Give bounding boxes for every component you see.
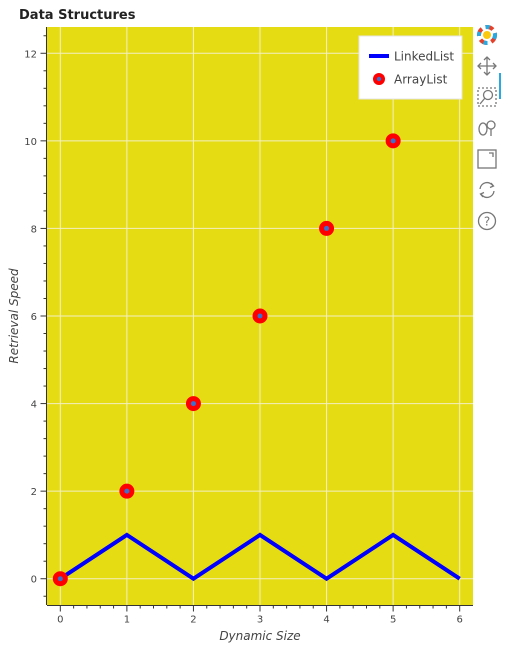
bokeh-logo-icon[interactable] (474, 22, 500, 48)
series-line-LinkedList (59, 532, 461, 582)
y-axis-label: Retrieval Speed (7, 268, 21, 364)
y-tick-label: 8 (31, 224, 37, 235)
y-tick-label: 2 (31, 487, 37, 498)
x-tick-label: 5 (390, 615, 396, 626)
x-tick-label: 3 (257, 615, 263, 626)
x-tick-label: 4 (323, 615, 329, 626)
y-tick-label: 0 (31, 575, 37, 586)
wheel-zoom-icon[interactable] (474, 115, 500, 141)
active-tool-indicator (499, 73, 501, 99)
series-layer (52, 133, 461, 587)
legend-label: ArrayList (394, 73, 448, 87)
reset-icon[interactable] (474, 177, 500, 203)
box-zoom-icon[interactable] (474, 84, 500, 110)
legend-box (358, 35, 463, 100)
x-axis-label: Dynamic Size (219, 629, 300, 643)
x-tick-label: 1 (124, 615, 130, 626)
legend: LinkedList ArrayList (358, 35, 463, 100)
x-tick-label: 6 (457, 615, 463, 626)
legend-swatch-center (376, 76, 382, 82)
y-tick-label: 4 (31, 400, 37, 411)
svg-text:?: ? (484, 215, 490, 229)
data-point-center (57, 576, 63, 582)
data-point-center (257, 313, 263, 319)
y-tick-label: 6 (31, 312, 37, 323)
save-icon[interactable] (474, 146, 500, 172)
data-point-center (390, 138, 396, 144)
help-icon[interactable]: ? (474, 208, 500, 234)
pan-icon[interactable] (474, 53, 500, 79)
x-tick-label: 0 (57, 615, 63, 626)
legend-label: LinkedList (394, 50, 454, 64)
x-tick-label: 2 (190, 615, 196, 626)
y-tick-label: 10 (24, 137, 37, 148)
chart-title: Data Structures (19, 8, 136, 23)
data-point-center (124, 488, 130, 494)
data-point-center (190, 401, 196, 407)
data-point-center (324, 225, 330, 231)
y-tick-label: 12 (24, 49, 37, 60)
